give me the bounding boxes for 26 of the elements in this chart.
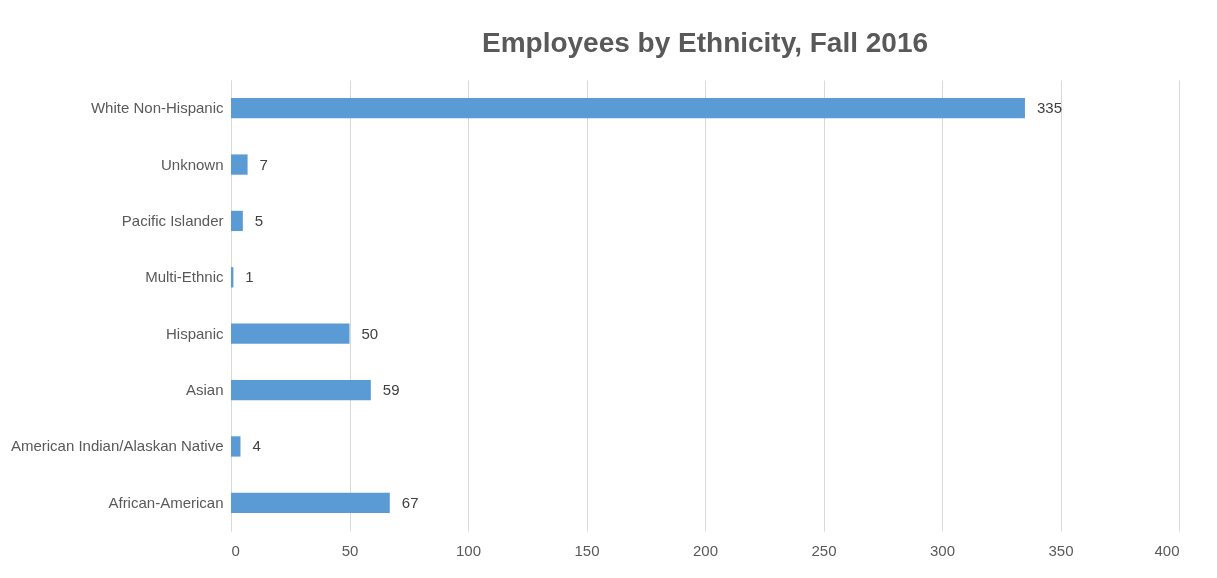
x-tick-label: 0 [231, 541, 240, 559]
x-tick-label: 250 [811, 541, 837, 559]
y-tick-label: Pacific Islander [121, 211, 224, 229]
x-tick-label: 50 [341, 541, 359, 559]
data-label: 59 [382, 381, 400, 399]
x-tick-label: 150 [574, 541, 600, 559]
x-tick-label: 350 [1048, 541, 1074, 559]
data-label: 5 [254, 211, 264, 229]
chart-title: Employees by Ethnicity, Fall 2016 [481, 27, 929, 58]
data-label: 4 [252, 437, 261, 455]
y-tick-label: Unknown [160, 155, 224, 173]
x-tick-label: 100 [455, 541, 482, 559]
x-tick-label: 300 [929, 541, 956, 559]
y-tick-label: Hispanic [165, 324, 224, 342]
y-tick-label: Multi-Ethnic [145, 268, 224, 286]
y-tick-label: Asian [185, 381, 224, 399]
y-tick-label: African-American [108, 493, 224, 511]
x-tick-label: 200 [692, 541, 719, 559]
data-label: 335 [1036, 99, 1062, 117]
x-tick-label: 400 [1154, 541, 1180, 559]
data-label: 67 [401, 493, 419, 511]
y-tick-label: White Non-Hispanic [90, 99, 224, 117]
data-label: 50 [361, 324, 379, 342]
y-tick-label: American Indian/Alaskan Native [10, 437, 224, 455]
data-label: 7 [259, 155, 268, 173]
data-label: 1 [245, 268, 254, 286]
